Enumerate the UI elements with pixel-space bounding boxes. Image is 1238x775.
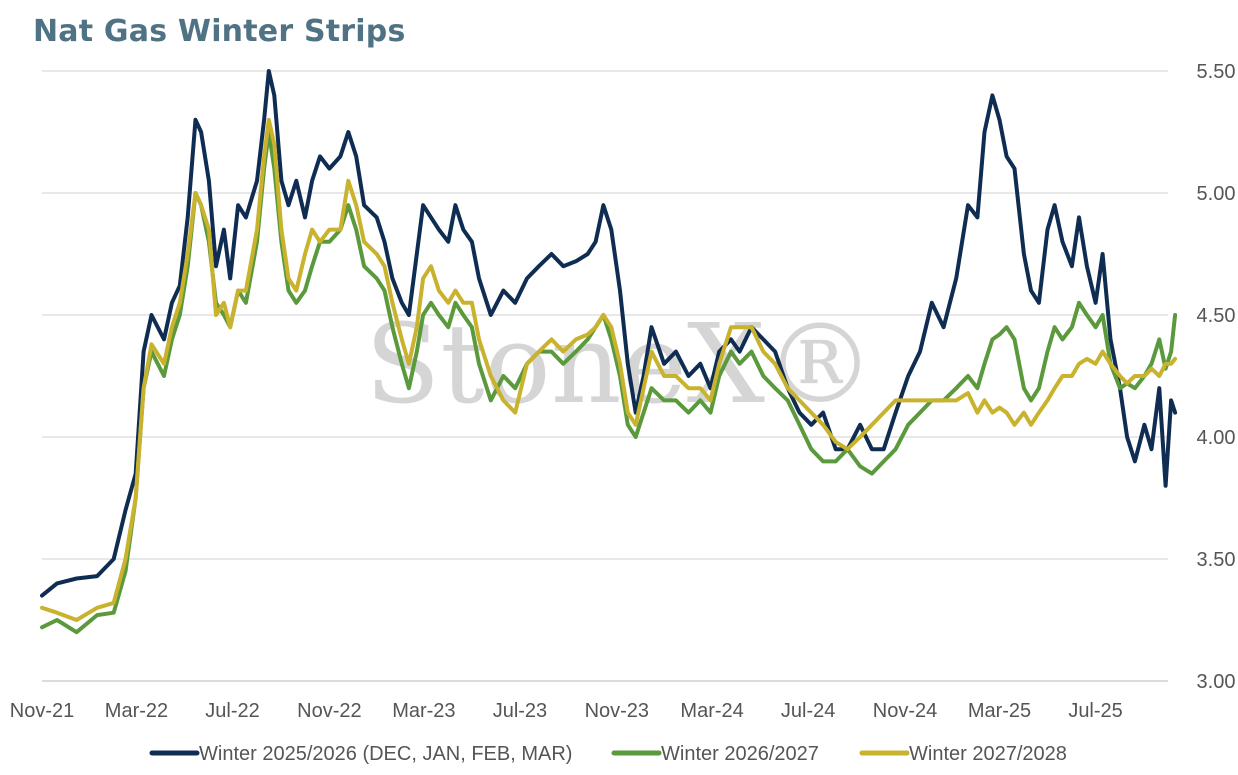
y-tick-label: 3.00 — [1197, 671, 1236, 693]
x-tick-label: Jul-25 — [1068, 700, 1122, 722]
legend: Winter 2025/2026 (DEC, JAN, FEB, MAR) Win… — [149, 743, 1067, 765]
series-lines — [40, 69, 1178, 635]
y-tick-label: 4.00 — [1197, 427, 1236, 449]
y-tick-label: 5.00 — [1197, 183, 1236, 205]
series-line-3 — [40, 117, 1178, 622]
y-tick-label: 5.50 — [1197, 61, 1236, 83]
x-tick-label: Jul-23 — [493, 700, 547, 722]
y-tick-label: 4.50 — [1197, 305, 1236, 327]
x-tick-label: Mar-23 — [392, 700, 455, 722]
y-axis-labels: 3.00 3.50 4.00 4.50 5.00 5.50 — [1197, 61, 1236, 693]
x-tick-label: Jul-24 — [781, 700, 835, 722]
legend-label-3: Winter 2027/2028 — [909, 743, 1067, 765]
x-tick-label: Nov-22 — [297, 700, 361, 722]
chart-title: Nat Gas Winter Strips — [33, 14, 406, 49]
x-tick-label: Nov-21 — [10, 700, 74, 722]
x-tick-label: Nov-24 — [873, 700, 937, 722]
x-tick-label: Mar-22 — [105, 700, 168, 722]
x-tick-label: Nov-23 — [585, 700, 649, 722]
x-tick-label: Jul-22 — [205, 700, 259, 722]
legend-label-2: Winter 2026/2027 — [661, 743, 819, 765]
series-line-1 — [40, 69, 1178, 598]
x-tick-label: Mar-24 — [680, 700, 743, 722]
x-axis-labels: Nov-21 Mar-22 Jul-22 Nov-22 Mar-23 Jul-23 Nov-… — [10, 700, 1123, 722]
legend-label-1: Winter 2025/2026 (DEC, JAN, FEB, MAR) — [199, 743, 572, 765]
x-tick-label: Mar-25 — [968, 700, 1031, 722]
y-tick-label: 3.50 — [1197, 549, 1236, 571]
